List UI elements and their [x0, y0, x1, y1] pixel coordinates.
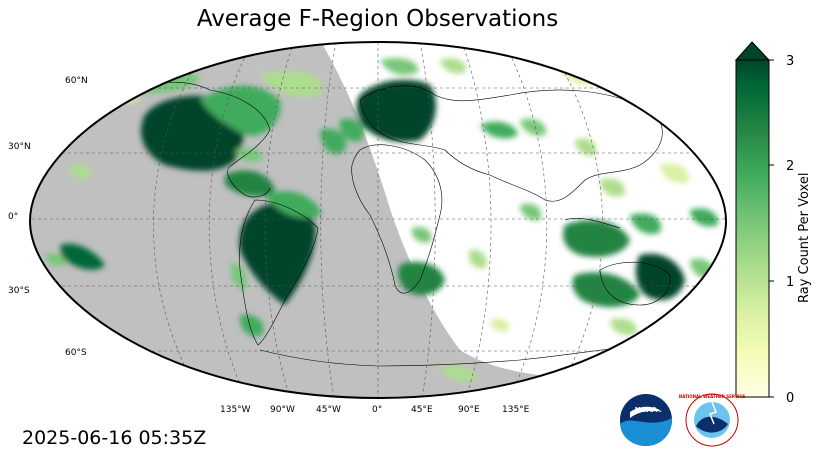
- map-title: Average F-Region Observations: [196, 6, 559, 32]
- globe-outline: [28, 40, 728, 400]
- colorbar-extend-arrow: [734, 41, 771, 61]
- svg-text:NATIONAL WEATHER SERVICE: NATIONAL WEATHER SERVICE: [679, 394, 746, 399]
- noaa-logo: NOAA: [620, 394, 672, 446]
- lon-label-90w: 90°W: [270, 405, 295, 415]
- noaa-logo-text: NOAA: [635, 406, 658, 414]
- lon-label-45e: 45°E: [411, 405, 433, 415]
- colorbar-tick-0: 0: [786, 391, 794, 406]
- lon-label-45w: 45°W: [316, 405, 341, 415]
- lat-label-eq: 0°: [8, 212, 18, 222]
- colorbar-label: Ray Count Per Voxel: [797, 173, 812, 303]
- lat-label-30s: 30°S: [8, 286, 30, 296]
- globe-content: [30, 42, 726, 398]
- lat-label-30n: 30°N: [8, 142, 31, 152]
- timestamp: 2025-06-16 05:35Z: [22, 427, 207, 449]
- lon-label-135w: 135°W: [220, 405, 251, 415]
- lon-label-135e: 135°E: [502, 405, 530, 415]
- colorbar-tick-2: 2: [786, 159, 794, 174]
- colorbar-tick-1: 1: [786, 275, 794, 290]
- meridians: [153, 42, 603, 398]
- lon-label-0: 0°: [372, 405, 382, 415]
- colorbar-tick-3: 3: [786, 54, 794, 69]
- colorbar-gradient: [735, 59, 770, 398]
- lat-label-60s: 60°S: [65, 348, 87, 358]
- lon-label-90e: 90°E: [458, 405, 480, 415]
- lat-label-60n: 60°N: [65, 76, 88, 86]
- colorbar: 0 1 2 3 Ray Count Per Voxel: [734, 41, 812, 406]
- nws-logo: NATIONAL WEATHER SERVICE: [679, 393, 746, 447]
